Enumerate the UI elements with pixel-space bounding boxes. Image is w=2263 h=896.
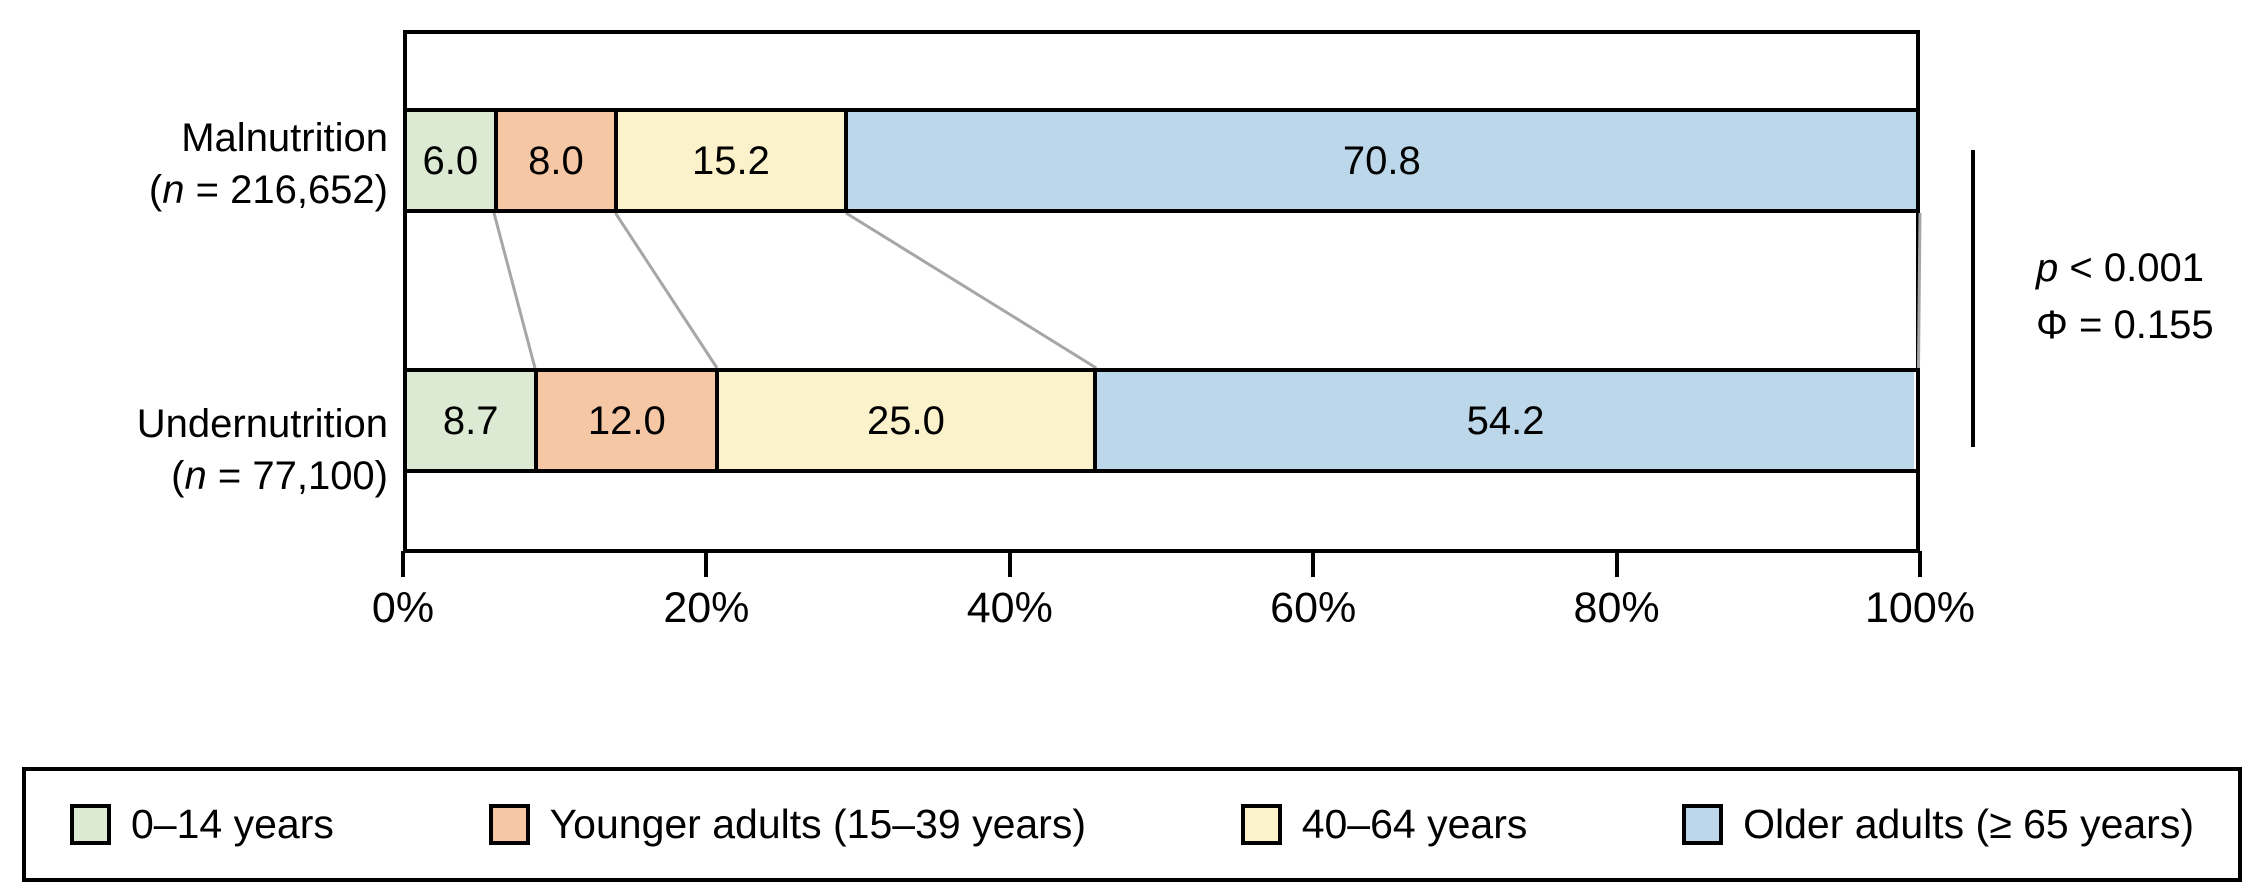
legend-label: 40–64 years	[1301, 801, 1528, 847]
axis-tick-mark	[1007, 551, 1012, 577]
category-n-count: (n = 77,100)	[171, 454, 388, 498]
axis-tick-label: 80%	[1573, 584, 1660, 632]
bar-segment: 6.0	[407, 112, 498, 209]
bar-segment: 15.2	[618, 112, 848, 209]
category-label: Undernutrition (n = 77,100)	[0, 398, 388, 502]
axis-tick-label: 40%	[966, 584, 1053, 632]
legend-item: 40–64 years	[1240, 801, 1528, 848]
category-n-count: (n = 216,652)	[148, 168, 388, 212]
bar-segment: 54.2	[1096, 372, 1915, 469]
axis-tick-label: 20%	[663, 584, 750, 632]
segment-value-label: 54.2	[1466, 398, 1545, 443]
bar-segment: 70.8	[847, 112, 1916, 209]
stacked-bar-row: 6.0 8.0 15.2 70.8	[403, 108, 1920, 213]
axis-tick-mark	[1918, 551, 1922, 577]
segment-value-label: 15.2	[692, 138, 770, 183]
category-name: Undernutrition	[136, 402, 388, 446]
axis-tick-mark	[1614, 551, 1619, 577]
legend-label: 0–14 years	[131, 801, 334, 847]
legend-label: Younger adults (15–39 years)	[549, 801, 1086, 847]
segment-value-label: 6.0	[422, 138, 479, 183]
p-value: < 0.001	[2058, 246, 2204, 290]
axis-tick-mark	[704, 551, 709, 577]
bar-segment: 8.7	[407, 372, 539, 469]
segment-value-label: 25.0	[867, 398, 945, 443]
stats-annotation: p < 0.001 Φ = 0.155	[2036, 240, 2214, 354]
category-name: Malnutrition	[181, 116, 388, 160]
segment-value-label: 8.7	[442, 398, 499, 443]
stacked-bar-row: 8.7 12.0 25.0 54.2	[403, 368, 1920, 473]
p-symbol: p	[2036, 246, 2059, 290]
phi-value-text: Φ = 0.155	[2036, 303, 2214, 347]
axis-tick-label: 0%	[371, 584, 435, 632]
bar-segment: 8.0	[497, 112, 619, 209]
axis-tick-mark	[1311, 551, 1316, 577]
axis-tick-label: 60%	[1270, 584, 1357, 632]
legend-box: 0–14 years Younger adults (15–39 years) 40…	[22, 767, 2242, 882]
segment-value-label: 12.0	[587, 398, 666, 443]
legend-item: 0–14 years	[70, 801, 334, 848]
segment-value-label: 8.0	[528, 138, 584, 183]
bar-segment: 12.0	[538, 372, 720, 469]
legend-item: Younger adults (15–39 years)	[488, 801, 1086, 848]
legend-swatch	[1240, 804, 1282, 845]
segment-value-label: 70.8	[1342, 138, 1421, 183]
p-value-text: p < 0.001	[2036, 240, 2214, 297]
legend-swatch	[488, 804, 530, 845]
category-label: Malnutrition (n = 216,652)	[0, 112, 388, 216]
bar-segment: 25.0	[719, 372, 1097, 469]
legend-item: Older adults (≥ 65 years)	[1682, 801, 2194, 848]
legend-label: Older adults (≥ 65 years)	[1743, 801, 2194, 847]
axis-tick-label: 100%	[1865, 584, 1975, 632]
legend-swatch	[70, 804, 111, 845]
axis-tick-mark	[401, 551, 405, 577]
legend-swatch	[1682, 804, 1724, 845]
